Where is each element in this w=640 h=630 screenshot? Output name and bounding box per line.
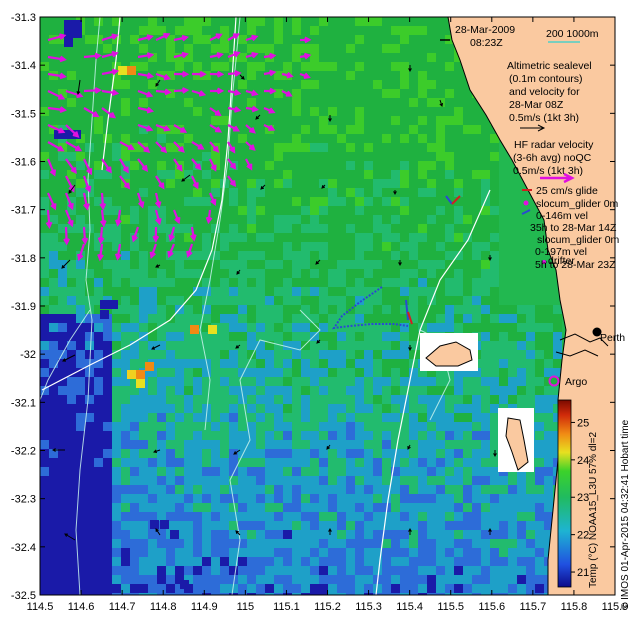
perth-marker [592,327,602,337]
y-tick-label: -31.8 [11,253,36,265]
y-tick-label: -31.4 [11,60,36,72]
drifter-legend-dot [542,260,546,264]
y-tick-label: -31.6 [11,157,36,169]
y-tick-label: -32 [20,349,36,361]
x-tick-label: 115.3 [355,601,382,613]
rottnest-island [420,333,478,371]
colorbar: 21 22 23 24 25 Temp (°C) NOAA15_L3U 57% dl=2 [557,399,599,588]
glider-velocity-arrows [405,195,461,325]
colorbar-tick-label: 24 [577,455,589,467]
x-tick-label: 115.1 [273,601,300,613]
glider1-line-1: 0-146m vel [536,210,588,222]
argo-marker [548,375,560,387]
x-tick-label: 115.9 [602,601,629,613]
hf-radar-arrows [45,32,312,262]
x-tick-label: 114.5 [27,601,54,613]
glider2-line-1: 0-197m vel [535,246,587,258]
x-tick-label: 115.5 [437,601,464,613]
alt-line-3: 28-Mar 08Z [509,99,564,111]
alt-line-1: (0.1m contours) [509,73,583,85]
x-tick-label: 114.6 [68,601,95,613]
x-tick-label: 115.7 [519,601,546,613]
x-tick-label: 115.2 [314,601,341,613]
glider-track [331,286,409,330]
hf-legend-arrow [540,172,575,184]
title-time: 08:23Z [470,37,503,49]
y-tick-label: -32.4 [11,542,36,554]
x-tick-label: 114.9 [191,601,218,613]
glider1-line-2: 35h to 28-Mar 14Z [530,222,617,234]
coastline-land [447,17,615,595]
glider2-line-2: 5h to 28-Mar 23Z [535,259,616,271]
y-tick-label: -32.1 [11,397,36,409]
alt-line-2: and velocity for [509,86,580,98]
y-axis: -31.3 -31.4 -31.5 -31.6 -31.7 -31.8 -31.9 -32 -3… [11,12,615,602]
isobath-white-lines [41,17,491,595]
y-tick-label: -31.3 [11,12,36,24]
x-tick-label: 114.7 [109,601,136,613]
colorbar-tick-label: 21 [577,567,589,579]
glider1-line-0: slocum_glider 0m [536,198,619,210]
swan-river [555,333,609,357]
title-block: 28-Mar-2009 08:23Z 200 1000m [440,24,599,49]
y-tick-label: -31.7 [11,205,36,217]
altimetry-arrows [51,65,497,541]
x-axis: 114.5 114.6 114.7 114.8 114.9 115 115.1 115.2 11… [27,17,629,613]
y-tick-label: -31.9 [11,301,36,313]
alt-line-4: 0.5m/s (1kt 3h) [509,112,579,124]
x-tick-label: 115.8 [561,601,588,613]
colorbar-tick-label: 25 [577,417,589,429]
drifter-label: drifter [548,255,575,267]
colorbar-title: Temp (°C) NOAA15_L3U 57% dl=2 [588,432,599,588]
credit-text: © IMOS 01-Apr-2015 04:32:41 Hobart time [620,419,631,610]
y-tick-label: -32.5 [11,590,36,602]
glider1-legend-arrow [521,209,531,215]
colorbar-ticks: 21 22 23 24 25 [571,417,589,579]
alt-line-0: Altimetric sealevel [507,60,592,72]
x-tick-label: 115 [237,601,255,613]
x-tick-label: 115.6 [478,601,505,613]
perth-label: Perth [600,332,625,344]
title-date: 28-Mar-2009 [455,24,515,36]
x-tick-label: 114.8 [150,601,177,613]
glide-label: 25 cm/s glide [536,185,598,197]
argo-label: Argo [565,376,587,388]
glider1-legend-dot [523,200,529,206]
hf-line-1: (3-6h avg) noQC [513,152,592,164]
colorbar-tick-label: 23 [577,492,589,504]
hf-line-2: 0.5m/s (1kt 3h) [513,165,583,177]
garden-island [498,408,534,472]
y-tick-label: -31.5 [11,108,36,120]
legend-block: Altimetric sealevel (0.1m contours) and … [507,60,625,388]
sst-cells [40,17,562,595]
hf-line-0: HF radar velocity [514,139,594,151]
colorbar-ramp [557,399,572,588]
y-tick-label: -32.3 [11,494,36,506]
y-tick-label: -32.2 [11,446,36,458]
scale-bar-label: 200 1000m [546,28,599,40]
glider2-line-0: slocum_glider 0m [537,234,620,246]
alt-legend-arrow [520,124,546,132]
x-tick-label: 115.4 [396,601,423,613]
colorbar-tick-label: 22 [577,530,589,542]
